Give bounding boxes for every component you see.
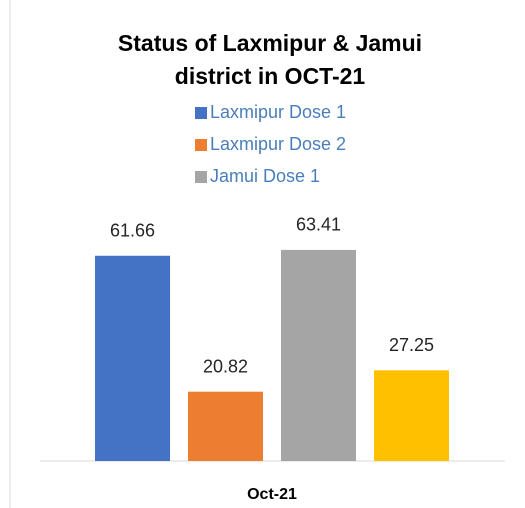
- chart-title: Status of Laxmipur & Jamui: [118, 30, 422, 56]
- value-label: 20.82: [203, 356, 248, 376]
- value-label: 61.66: [110, 221, 155, 241]
- value-label: 27.25: [389, 335, 434, 355]
- chart-title: district in OCT-21: [175, 63, 366, 89]
- legend-swatch: [195, 139, 207, 151]
- legend-label: Jamui Dose 1: [210, 166, 320, 186]
- bar: [374, 370, 449, 461]
- legend-swatch: [195, 107, 207, 119]
- bar: [188, 391, 263, 461]
- bar: [281, 249, 356, 461]
- legend-swatch: [195, 171, 207, 183]
- value-label: 63.41: [296, 215, 341, 235]
- legend-label: Laxmipur Dose 1: [210, 102, 346, 122]
- x-tick-label: Oct-21: [247, 486, 297, 503]
- legend-label: Laxmipur Dose 2: [210, 134, 346, 154]
- bar: [95, 255, 170, 461]
